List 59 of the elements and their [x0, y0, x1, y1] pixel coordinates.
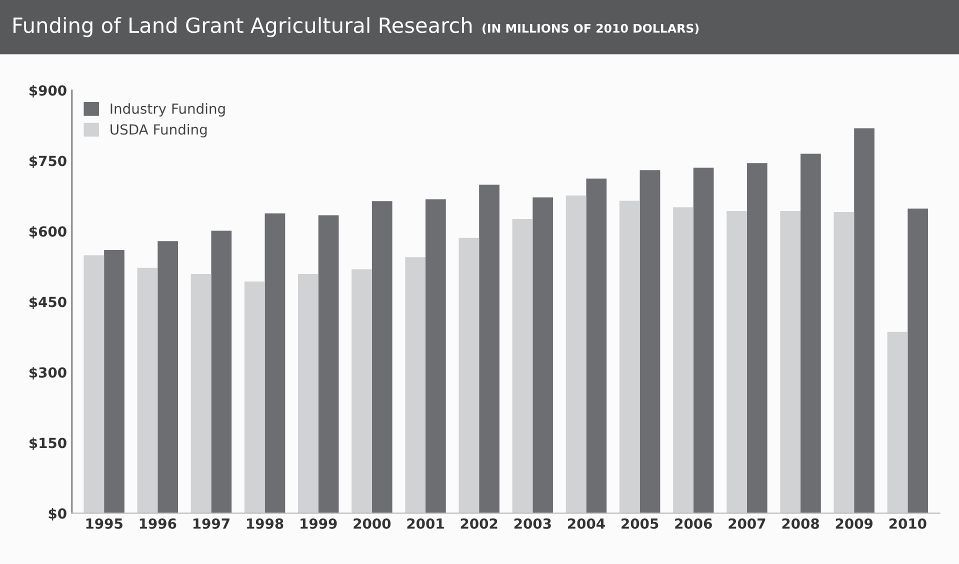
- bar: [640, 170, 660, 514]
- bar: [834, 212, 854, 514]
- x-tick-label: 2001: [407, 518, 444, 529]
- bar: [104, 250, 124, 514]
- bar: [726, 211, 747, 514]
- bar: [458, 238, 480, 514]
- legend-label: USDA Funding: [110, 124, 207, 138]
- x-tick-label: 1997: [193, 518, 230, 529]
- bar: [211, 230, 232, 514]
- bar: [512, 219, 533, 514]
- x-tick-label: 2002: [460, 518, 498, 529]
- bar: [479, 184, 500, 514]
- bar: [800, 154, 821, 514]
- x-tick-label: 2004: [568, 518, 605, 529]
- y-tick-label: $450: [29, 296, 66, 310]
- x-tick-label: 1996: [140, 518, 176, 529]
- y-tick-label: $150: [29, 437, 66, 450]
- bar: [532, 197, 554, 514]
- y-tick-label: $600: [29, 226, 66, 239]
- x-tick-label: 2010: [889, 518, 926, 529]
- bar: [352, 269, 372, 514]
- legend-label: Industry Funding: [110, 103, 225, 117]
- bar: [693, 168, 714, 514]
- x-tick-label: 2003: [514, 518, 551, 529]
- bar: [619, 200, 640, 514]
- bar: [318, 215, 339, 514]
- bar: [746, 163, 768, 514]
- bar: [887, 332, 908, 514]
- bar: [372, 201, 392, 514]
- x-tick-label: 1995: [86, 518, 122, 529]
- x-tick-label: 2000: [354, 518, 391, 529]
- bar: [908, 208, 928, 514]
- bar: [244, 282, 265, 514]
- bar: [158, 241, 178, 514]
- x-tick-label: 2005: [622, 518, 658, 529]
- bar: [586, 178, 607, 514]
- bar: [137, 268, 158, 514]
- x-tick-label: 2009: [836, 518, 873, 529]
- y-tick-label: $300: [29, 366, 66, 380]
- chart-subtitle: (IN MILLIONS OF 2010 DOLLARS): [482, 24, 699, 34]
- x-tick-label: 1998: [247, 518, 284, 529]
- y-tick-label: $900: [29, 84, 66, 98]
- bar: [405, 257, 426, 514]
- x-tick-label: 2007: [728, 518, 766, 529]
- chart-title: Funding of Land Grant Agricultural Research: [14, 16, 472, 38]
- x-tick-label: 1999: [300, 518, 337, 529]
- bar: [780, 211, 801, 514]
- bar: [854, 128, 874, 514]
- x-tick-label: 2008: [782, 518, 819, 529]
- bar: [190, 274, 212, 514]
- y-tick-label: $0: [48, 508, 66, 521]
- bar: [84, 255, 104, 514]
- y-tick-label: $750: [29, 155, 66, 168]
- bar: [673, 207, 694, 514]
- bar: [426, 199, 446, 514]
- bar: [566, 196, 586, 514]
- bar: [298, 274, 318, 514]
- x-tick-label: 2006: [675, 518, 712, 529]
- bar: [264, 213, 286, 514]
